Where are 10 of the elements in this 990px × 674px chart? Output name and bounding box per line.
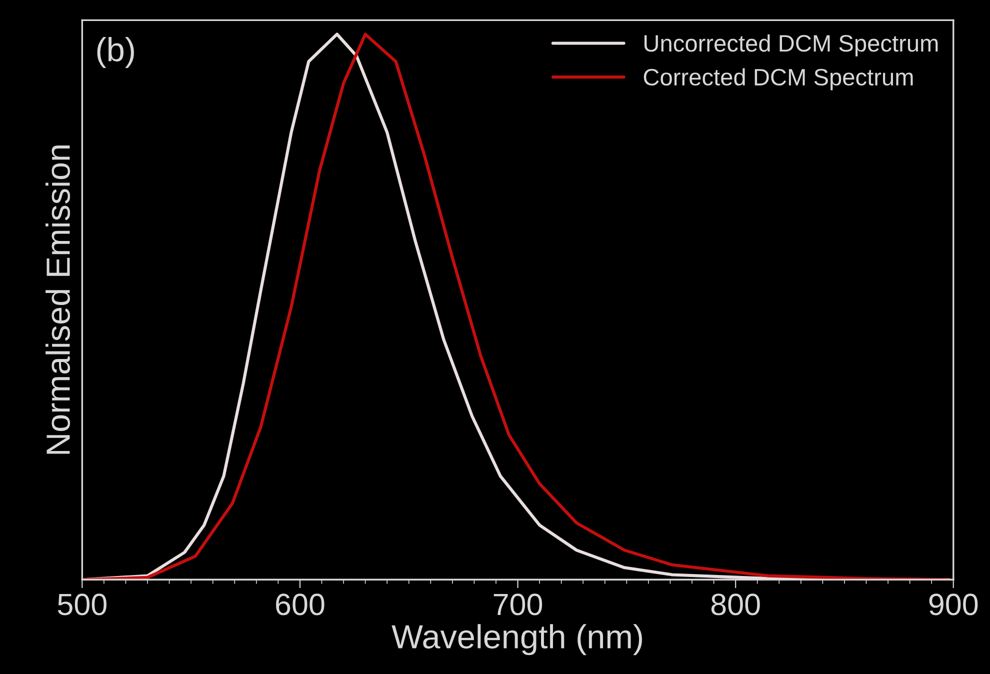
x-tick-label: 700 bbox=[494, 594, 542, 616]
legend-label: Uncorrected DCM Spectrum bbox=[644, 34, 938, 56]
x-tick-label: 900 bbox=[929, 594, 978, 616]
y-axis-title: Normalised Emission bbox=[46, 146, 70, 454]
x-tick-label: 600 bbox=[276, 594, 324, 616]
x-tick-label: 500 bbox=[58, 594, 106, 616]
x-axis-title: Wavelength (nm) bbox=[392, 624, 642, 656]
x-tick-label: 800 bbox=[711, 594, 760, 616]
annotation: (b) bbox=[97, 37, 134, 68]
legend-label: Corrected DCM Spectrum bbox=[644, 68, 913, 90]
